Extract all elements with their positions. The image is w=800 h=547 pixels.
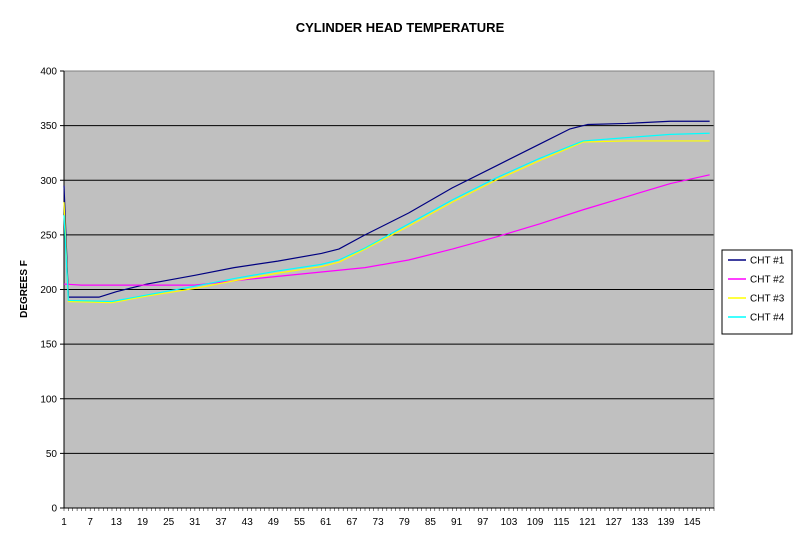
x-tick-label: 67	[346, 517, 358, 528]
x-tick-label: 61	[320, 517, 332, 528]
x-tick-label: 97	[477, 517, 489, 528]
y-tick-label: 400	[40, 67, 57, 78]
legend-label: CHT #3	[750, 294, 785, 305]
y-tick-label: 250	[40, 230, 57, 241]
y-tick-label: 300	[40, 176, 57, 187]
x-tick-label: 127	[605, 517, 622, 528]
plot-area: 0 50 100 150 200 250 300 350 400 1 7 13 19 25 31 37 43 49…	[40, 67, 715, 528]
y-tick-label: 150	[40, 340, 57, 351]
x-tick-label: 79	[399, 517, 411, 528]
x-tick-label: 91	[451, 517, 463, 528]
legend-label: CHT #1	[750, 256, 785, 267]
x-tick-label: 31	[189, 517, 201, 528]
x-tick-label: 139	[658, 517, 675, 528]
x-tick-label: 13	[111, 517, 123, 528]
y-tick-label: 200	[40, 285, 57, 296]
y-tick-label: 350	[40, 121, 57, 132]
y-tick-label: 0	[51, 504, 57, 515]
x-tick-label: 7	[87, 517, 93, 528]
x-tick-label: 115	[553, 517, 569, 528]
x-tick-label: 49	[268, 517, 280, 528]
y-tick-label: 50	[46, 449, 58, 460]
x-tick-label: 37	[215, 517, 227, 528]
x-tick-label: 109	[527, 517, 544, 528]
x-tick-label: 1	[61, 517, 67, 528]
legend: CHT #1 CHT #2 CHT #3 CHT #4	[721, 249, 793, 335]
legend-label: CHT #2	[750, 275, 785, 286]
x-tick-label: 85	[425, 517, 437, 528]
x-tick-label: 43	[242, 517, 254, 528]
x-tick-label: 145	[684, 517, 701, 528]
series-line-1	[63, 120, 710, 298]
chart-title: CYLINDER HEAD TEMPERATURE	[296, 20, 505, 35]
x-tick-label: 121	[579, 517, 596, 528]
legend-label: CHT #4	[750, 313, 785, 324]
legend-box	[721, 249, 793, 335]
x-tick-label: 25	[163, 517, 175, 528]
series-line-3	[63, 140, 710, 304]
x-tick-label: 19	[137, 517, 149, 528]
x-tick-label: 133	[631, 517, 648, 528]
x-tick-label: 55	[294, 517, 306, 528]
x-tick-label: 73	[373, 517, 385, 528]
y-axis-label: DEGREES F	[19, 260, 30, 318]
x-tick-label: 103	[501, 517, 518, 528]
y-tick-label: 100	[40, 394, 57, 405]
series-line-4	[63, 132, 710, 303]
